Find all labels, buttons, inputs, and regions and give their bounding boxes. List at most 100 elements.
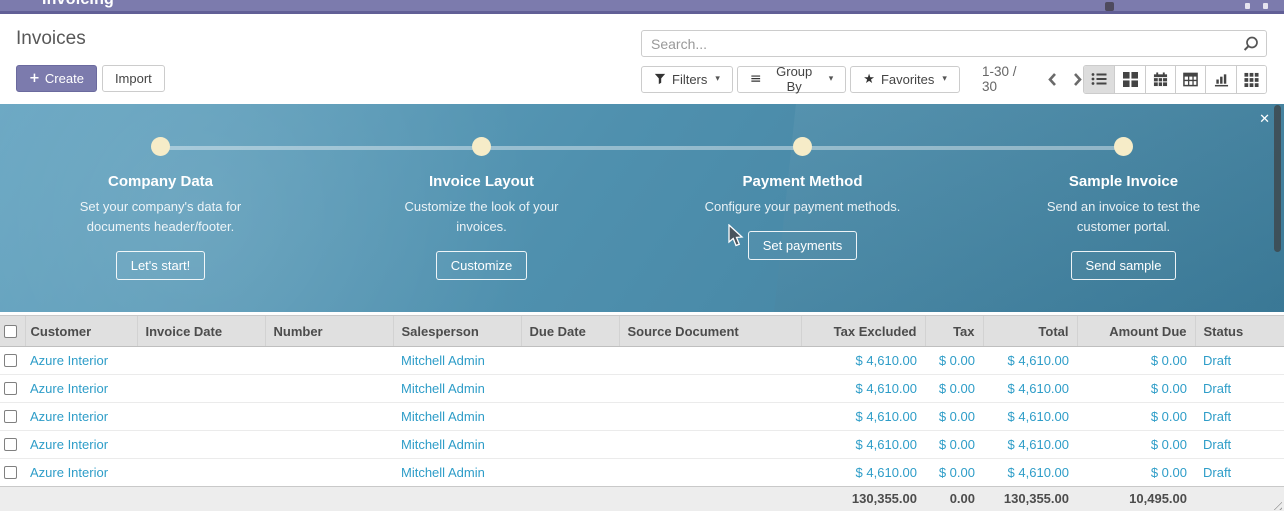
- cell-tax-excluded: $ 4,610.00: [801, 402, 925, 431]
- view-calendar-button[interactable]: [1144, 65, 1176, 93]
- row-checkbox[interactable]: [4, 354, 17, 367]
- select-all-checkbox-cell[interactable]: [0, 315, 25, 347]
- row-checkbox-cell[interactable]: [0, 430, 25, 459]
- column-header-due-date[interactable]: Due Date: [520, 315, 619, 347]
- lets-start-button[interactable]: Let's start!: [115, 251, 206, 281]
- bar-chart-icon: [1214, 73, 1228, 86]
- cell-source-document: [619, 402, 801, 431]
- cell-status: Draft: [1195, 458, 1284, 487]
- bars-icon: ≡: [749, 71, 762, 87]
- group-by-button[interactable]: ≡ Group By ▾: [736, 64, 847, 94]
- pager-previous-icon[interactable]: [1047, 72, 1058, 87]
- row-checkbox[interactable]: [4, 466, 17, 479]
- row-checkbox-cell[interactable]: [0, 374, 25, 403]
- table-row[interactable]: Azure Interior Mitchell Admin $ 4,610.00 $ …: [0, 458, 1284, 487]
- control-panel: Invoices + Create Import Filte: [0, 14, 1284, 97]
- systray-icon[interactable]: [1263, 3, 1268, 9]
- cell-total: $ 4,610.00: [983, 374, 1077, 403]
- step-dot: [793, 137, 812, 156]
- favorites-button[interactable]: ★ Favorites ▾: [850, 65, 960, 93]
- column-header-status[interactable]: Status: [1194, 315, 1284, 347]
- select-all-checkbox[interactable]: [4, 324, 17, 338]
- column-header-total[interactable]: Total: [982, 315, 1077, 347]
- row-checkbox[interactable]: [4, 410, 17, 423]
- table-row[interactable]: Azure Interior Mitchell Admin $ 4,610.00 $ …: [0, 374, 1284, 403]
- customize-button[interactable]: Customize: [435, 251, 528, 281]
- cell-tax-excluded: $ 4,610.00: [801, 430, 925, 459]
- cell-number: [265, 430, 393, 459]
- onboarding-step-invoice-layout: Invoice Layout Customize the look of you…: [321, 137, 642, 281]
- table-footer-row: 130,355.00 0.00 130,355.00 10,495.00: [0, 486, 1284, 511]
- search-box: [641, 30, 1267, 57]
- app-name[interactable]: Invoicing: [42, 0, 114, 9]
- close-icon[interactable]: ✕: [1259, 112, 1270, 127]
- systray-icon[interactable]: [1105, 2, 1114, 11]
- onboarding-banner: ✕ Company Data Set your company's data f…: [0, 104, 1284, 312]
- table-header-row: Customer Invoice Date Number Salesperson…: [0, 315, 1284, 347]
- search-input[interactable]: [642, 31, 1266, 56]
- cell-amount-due: $ 0.00: [1077, 374, 1195, 403]
- kanban-icon: [1122, 71, 1138, 87]
- cell-number: [265, 374, 393, 403]
- cell-number: [265, 458, 393, 487]
- filters-button[interactable]: Filters ▾: [641, 65, 733, 93]
- view-activity-button[interactable]: [1235, 65, 1267, 93]
- plus-icon: +: [29, 71, 40, 86]
- footer-amount-due-total: 10,495.00: [1077, 486, 1195, 511]
- row-checkbox-cell[interactable]: [0, 347, 25, 375]
- chevron-down-icon: ▾: [942, 74, 947, 84]
- column-header-tax[interactable]: Tax: [924, 315, 983, 347]
- view-list-button[interactable]: [1084, 65, 1115, 93]
- vertical-scrollbar-thumb[interactable]: [1274, 105, 1281, 252]
- page-title: Invoices: [16, 28, 86, 49]
- cell-salesperson: Mitchell Admin: [393, 458, 521, 487]
- onboarding-step-sample-invoice: Sample Invoice Send an invoice to test t…: [963, 137, 1284, 281]
- cell-customer: Azure Interior: [30, 353, 109, 368]
- view-graph-button[interactable]: [1205, 65, 1236, 93]
- row-checkbox[interactable]: [4, 382, 17, 395]
- cell-due-date: [521, 347, 619, 375]
- cell-status: Draft: [1195, 374, 1284, 403]
- create-button[interactable]: + Create: [16, 65, 97, 92]
- view-kanban-button[interactable]: [1114, 65, 1145, 93]
- cell-customer: Azure Interior: [25, 458, 137, 487]
- step-dot: [151, 137, 170, 156]
- cell-status: Draft: [1195, 402, 1284, 431]
- star-icon: ★: [863, 71, 875, 87]
- cell-customer: Azure Interior: [25, 402, 137, 431]
- cell-source-document: [619, 430, 801, 459]
- footer-total: 130,355.00: [983, 486, 1077, 511]
- column-header-source-document[interactable]: Source Document: [618, 315, 801, 347]
- column-header-invoice-date[interactable]: Invoice Date: [136, 315, 265, 347]
- table-row[interactable]: Azure Interior Mitchell Admin $ 4,610.00 $ …: [0, 402, 1284, 431]
- chevron-down-icon: ▾: [828, 74, 834, 84]
- cell-salesperson: Mitchell Admin: [401, 353, 485, 368]
- search-icon[interactable]: [1242, 36, 1259, 53]
- table-row[interactable]: Azure Interior Mitchell Admin $ 4,610.00 $ …: [0, 347, 1284, 375]
- systray-icon[interactable]: [1245, 3, 1250, 9]
- import-button[interactable]: Import: [101, 65, 165, 92]
- step-description: Send an invoice to test the customer por…: [1046, 199, 1201, 235]
- onboarding-step-payment-method: Payment Method Configure your payment me…: [642, 137, 963, 280]
- column-header-tax-excluded[interactable]: Tax Excluded: [800, 315, 925, 347]
- step-title: Sample Invoice: [1068, 173, 1179, 190]
- view-pivot-button[interactable]: [1175, 65, 1206, 93]
- cell-source-document: [619, 458, 801, 487]
- cell-invoice-date: [137, 402, 265, 431]
- cell-salesperson: Mitchell Admin: [393, 430, 521, 459]
- column-header-customer[interactable]: Customer: [24, 315, 137, 347]
- step-dot: [1114, 137, 1133, 156]
- send-sample-button[interactable]: Send sample: [1070, 251, 1177, 281]
- row-checkbox-cell[interactable]: [0, 402, 25, 431]
- column-header-salesperson[interactable]: Salesperson: [392, 315, 521, 347]
- set-payments-button[interactable]: Set payments: [747, 231, 858, 261]
- column-header-amount-due[interactable]: Amount Due: [1076, 315, 1195, 347]
- table-row[interactable]: Azure Interior Mitchell Admin $ 4,610.00 $ …: [0, 430, 1284, 459]
- step-title: Payment Method: [742, 173, 863, 190]
- column-header-number[interactable]: Number: [264, 315, 393, 347]
- row-checkbox-cell[interactable]: [0, 458, 25, 487]
- top-navbar[interactable]: Invoicing: [0, 0, 1284, 14]
- pager-next-icon[interactable]: [1072, 72, 1083, 87]
- row-checkbox[interactable]: [4, 438, 17, 451]
- cell-status: Draft: [1195, 430, 1284, 459]
